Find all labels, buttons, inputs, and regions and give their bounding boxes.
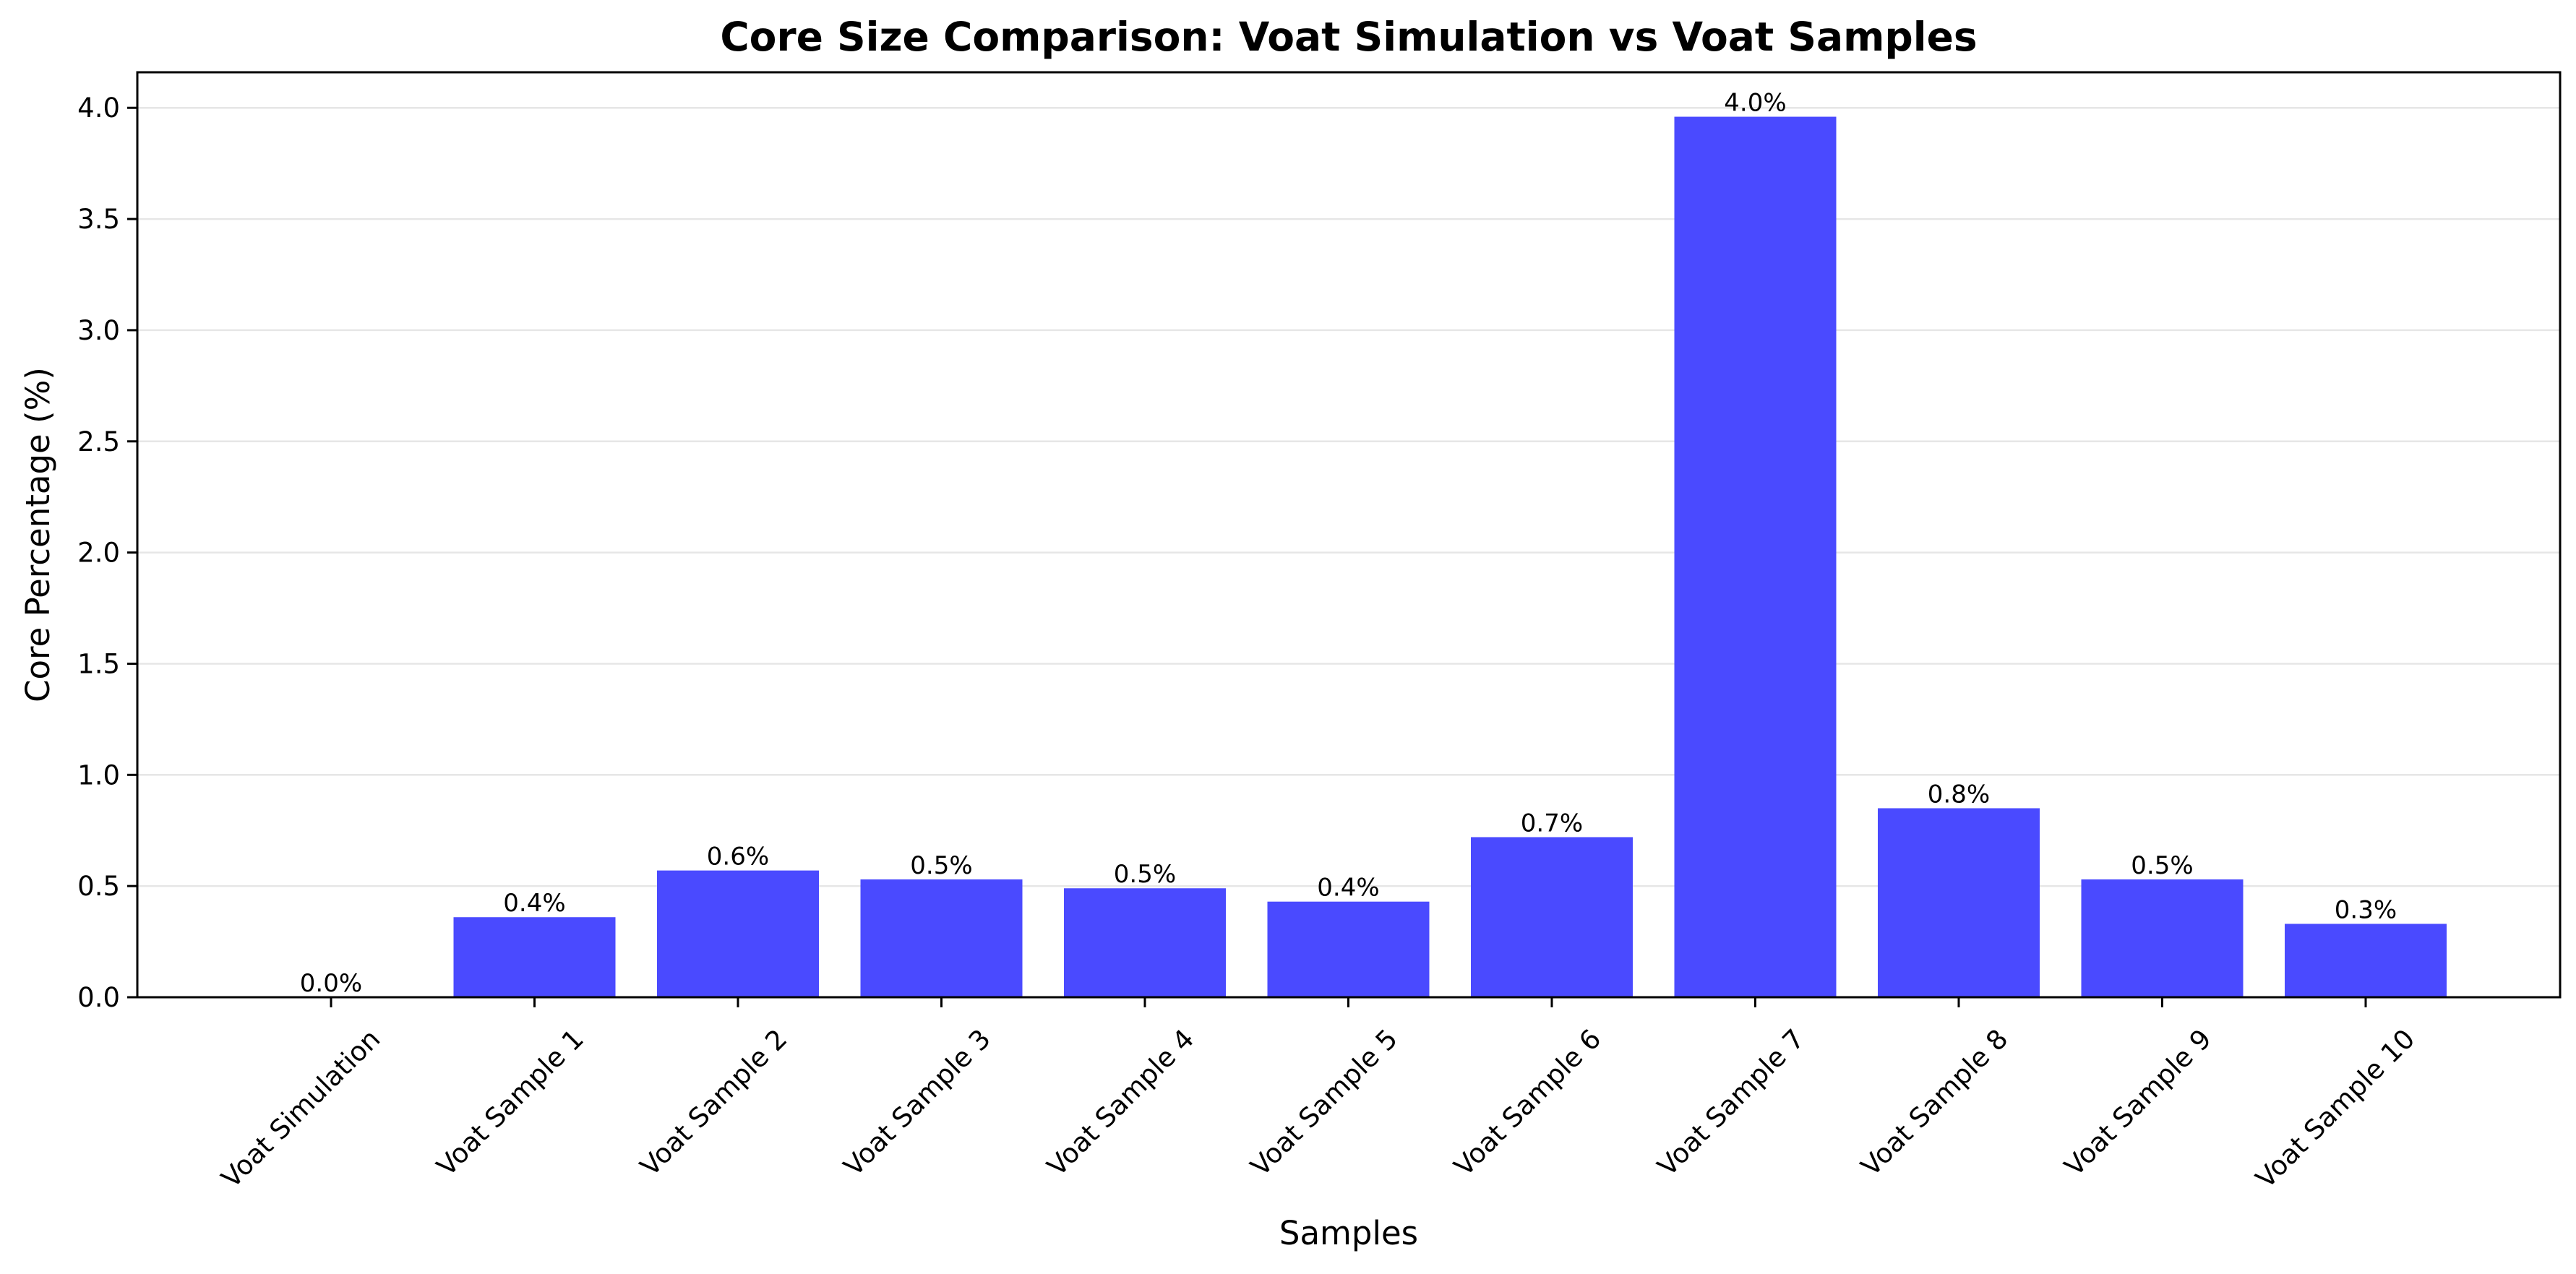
y-tick-label: 0.5 bbox=[77, 871, 120, 902]
x-axis-label: Samples bbox=[1279, 1214, 1418, 1252]
y-tick-label: 4.0 bbox=[77, 92, 120, 124]
bar-value-label: 0.6% bbox=[707, 843, 769, 871]
y-tick-label: 1.5 bbox=[77, 648, 120, 679]
bar bbox=[1471, 837, 1633, 997]
data-label-layer: 0.0% 0.4% 0.6% 0.5% 0.5% 0.4% 0.7% 4.0% 0.8% 0.5%… bbox=[300, 89, 2397, 998]
bar-value-label: 0.7% bbox=[1521, 809, 1583, 838]
x-tick-label: Voat Sample 2 bbox=[634, 1023, 793, 1182]
x-axis-ticks: Voat Simulation Voat Sample 1 Voat Sample … bbox=[215, 997, 2421, 1195]
bar-value-label: 0.4% bbox=[503, 889, 565, 918]
bar bbox=[2285, 924, 2447, 997]
x-tick-label: Voat Sample 4 bbox=[1041, 1023, 1200, 1182]
y-tick-label: 3.0 bbox=[77, 315, 120, 346]
y-tick-label: 1.0 bbox=[77, 759, 120, 791]
x-tick-label: Voat Sample 10 bbox=[2250, 1023, 2421, 1195]
x-tick-label: Voat Sample 9 bbox=[2058, 1023, 2217, 1182]
chart-title: Core Size Comparison: Voat Simulation vs… bbox=[720, 14, 1977, 60]
bar bbox=[1267, 901, 1430, 997]
bar bbox=[1878, 808, 2040, 997]
x-tick-label: Voat Sample 3 bbox=[838, 1023, 997, 1182]
bar-value-label: 0.8% bbox=[1928, 780, 1990, 809]
bar-value-label: 0.3% bbox=[2335, 895, 2397, 924]
y-tick-label: 3.5 bbox=[77, 204, 120, 235]
y-tick-label: 2.0 bbox=[77, 538, 120, 569]
y-axis-ticks: 0.0 0.5 1.0 1.5 2.0 2.5 3.0 3.5 4.0 bbox=[77, 92, 137, 1013]
bar-value-label: 0.5% bbox=[1114, 860, 1176, 889]
x-tick-label: Voat Sample 8 bbox=[1855, 1023, 2014, 1182]
x-tick-label: Voat Sample 5 bbox=[1245, 1023, 1404, 1182]
bar-value-label: 4.0% bbox=[1724, 89, 1786, 118]
bar-value-label: 0.5% bbox=[2131, 851, 2193, 880]
x-tick-label: Voat Sample 6 bbox=[1448, 1023, 1607, 1182]
y-tick-label: 0.0 bbox=[77, 982, 120, 1013]
x-tick-label: Voat Simulation bbox=[215, 1023, 386, 1194]
bar bbox=[453, 917, 616, 997]
x-tick-label: Voat Sample 1 bbox=[431, 1023, 590, 1182]
y-axis-label: Core Percentage (%) bbox=[19, 367, 57, 702]
grid-layer bbox=[137, 106, 2560, 999]
bar-value-label: 0.4% bbox=[1317, 874, 1379, 903]
x-tick-label: Voat Sample 7 bbox=[1652, 1023, 1811, 1182]
bar-value-label: 0.0% bbox=[300, 969, 362, 998]
bar bbox=[657, 870, 819, 997]
bar bbox=[860, 879, 1023, 997]
bar-layer bbox=[453, 116, 2447, 998]
bar-value-label: 0.5% bbox=[910, 851, 972, 880]
bar bbox=[1674, 116, 1837, 998]
bar bbox=[1064, 888, 1226, 997]
bar bbox=[2081, 879, 2244, 997]
y-tick-label: 2.5 bbox=[77, 426, 120, 457]
plot-frame bbox=[136, 71, 2562, 999]
